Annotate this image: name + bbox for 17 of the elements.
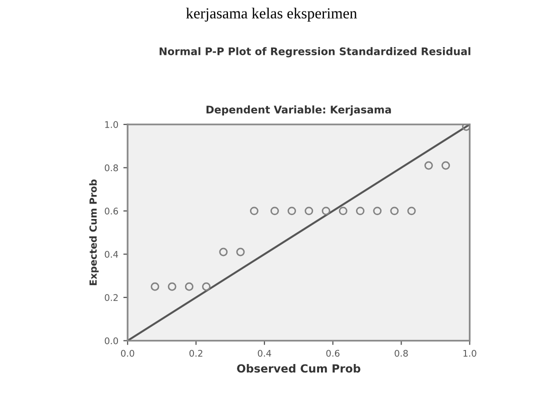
y-tick-label: 0.6 xyxy=(104,208,118,214)
y-tick-label: 1.0 xyxy=(105,121,118,128)
x-tick-label: 0.6 xyxy=(326,350,340,357)
y-tick-label: 0.2 xyxy=(104,294,118,301)
x-tick-label: 0.4 xyxy=(258,350,272,357)
y-tick-label: 0.4 xyxy=(104,250,118,258)
y-tick-label: 0.8 xyxy=(104,164,118,172)
x-tick-label: 0.0 xyxy=(121,350,134,357)
chart-title: Normal P-P Plot of Regression Standardized Residual xyxy=(160,47,470,58)
x-axis-title: Observed Cum Prob xyxy=(237,364,360,373)
x-tick-label: 0.8 xyxy=(394,350,408,357)
x-tick-label: 0.2 xyxy=(189,350,202,357)
chart-subtitle: Dependent Variable: Kerjasama xyxy=(206,105,391,116)
text: kerjasama kelas eksperimen xyxy=(186,8,357,22)
x-tick-label: 1.0 xyxy=(464,350,476,357)
y-tick-label: 0.0 xyxy=(104,337,118,344)
y-axis-title: Expected Cum Prob xyxy=(89,180,99,286)
